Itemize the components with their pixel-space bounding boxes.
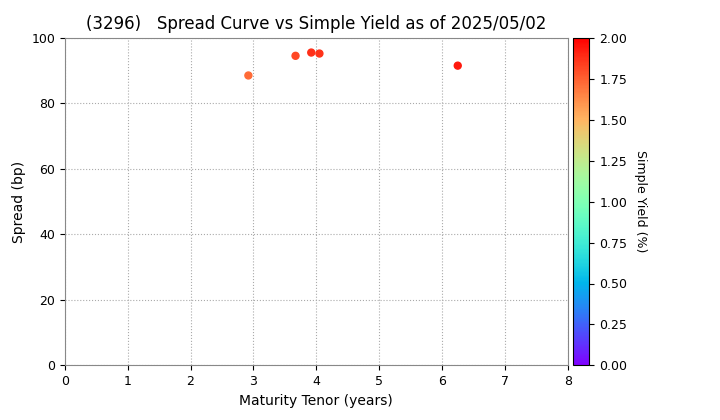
Point <box>305 49 317 56</box>
Title: (3296)   Spread Curve vs Simple Yield as of 2025/05/02: (3296) Spread Curve vs Simple Yield as o… <box>86 16 546 34</box>
Point <box>289 52 301 59</box>
Y-axis label: Spread (bp): Spread (bp) <box>12 160 26 243</box>
Point <box>452 62 464 69</box>
Point <box>243 72 254 79</box>
Point <box>314 50 325 57</box>
X-axis label: Maturity Tenor (years): Maturity Tenor (years) <box>240 394 393 408</box>
Y-axis label: Simple Yield (%): Simple Yield (%) <box>634 150 647 253</box>
